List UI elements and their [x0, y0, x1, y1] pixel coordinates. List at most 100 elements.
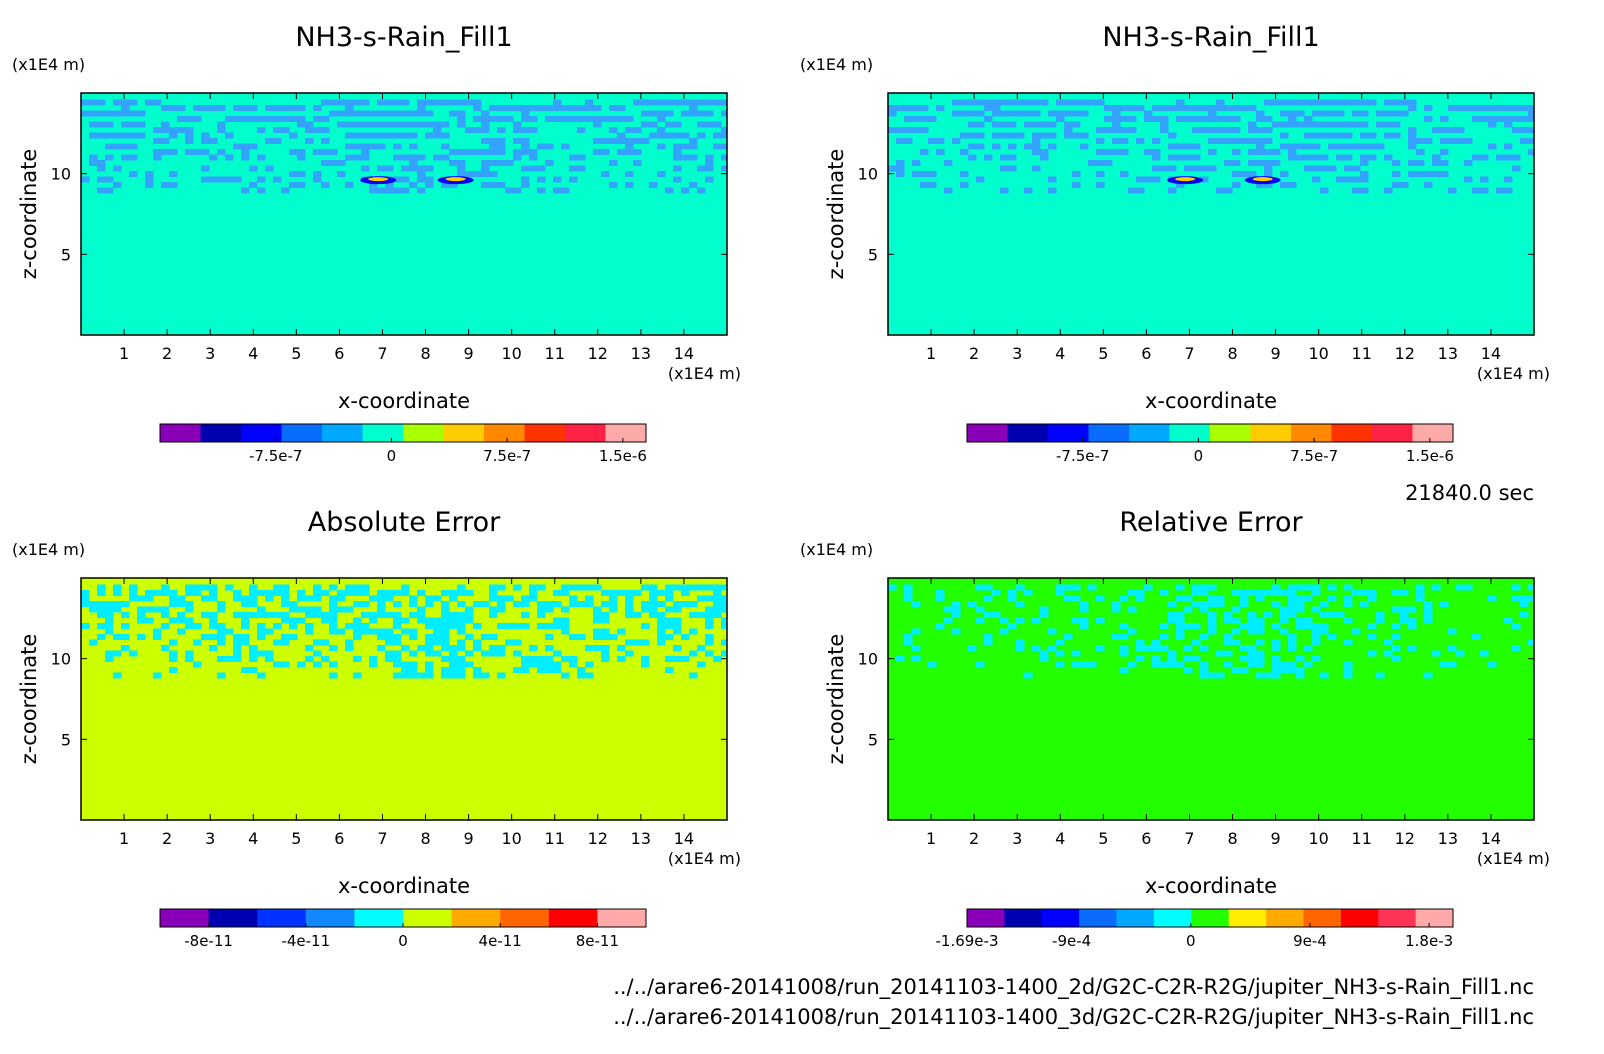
- heatmap-cell: [593, 105, 602, 111]
- heatmap-cell: [681, 656, 690, 662]
- heatmap-cell: [433, 634, 442, 640]
- heatmap-cell: [976, 176, 985, 183]
- heatmap-cell: [353, 656, 362, 662]
- heatmap-cell: [1072, 661, 1081, 668]
- heatmap-cell: [129, 121, 138, 128]
- heatmap-cell: [1352, 590, 1361, 596]
- heatmap-cell: [97, 110, 106, 117]
- heatmap-cell: [896, 165, 905, 172]
- heatmap-cell: [1248, 160, 1257, 166]
- heatmap-cell: [257, 127, 266, 133]
- heatmap-cell: [513, 623, 522, 629]
- heatmap-cell: [529, 127, 538, 133]
- heatmap-cell: [121, 645, 130, 651]
- heatmap-cell: [936, 138, 945, 144]
- colorbar-segment: [484, 424, 525, 442]
- heatmap-cell: [1496, 154, 1505, 161]
- heatmap-cell: [697, 595, 706, 602]
- heatmap-cell: [625, 590, 634, 596]
- heatmap-cell: [257, 590, 266, 596]
- heatmap-cell: [433, 650, 442, 657]
- heatmap-cell: [113, 99, 122, 106]
- heatmap-cell: [1112, 110, 1121, 117]
- heatmap-cell: [1232, 639, 1241, 646]
- heatmap-cell: [1312, 99, 1321, 106]
- heatmap-cell: [1128, 127, 1137, 133]
- heatmap-cell: [401, 584, 410, 591]
- x-tick-label: 13: [1438, 344, 1458, 363]
- heatmap-cell: [601, 645, 610, 651]
- heatmap-cell: [1528, 110, 1534, 117]
- heatmap-cell: [705, 110, 714, 117]
- heatmap-cell: [449, 650, 458, 657]
- heatmap-cell: [673, 584, 682, 591]
- heatmap-field: [888, 99, 1534, 194]
- heatmap-cell: [177, 595, 186, 602]
- heatmap-cell: [1008, 623, 1017, 629]
- heatmap-feature: [1252, 177, 1273, 182]
- heatmap-cell: [241, 634, 250, 640]
- heatmap-cell: [409, 595, 418, 602]
- heatmap-cell: [617, 132, 626, 139]
- heatmap-cell: [673, 601, 682, 607]
- heatmap-cell: [920, 182, 929, 188]
- x-tick-label: 9: [1271, 344, 1281, 363]
- heatmap-cell: [489, 116, 498, 122]
- heatmap-cell: [721, 154, 727, 161]
- heatmap-cell: [689, 138, 698, 144]
- heatmap-cell: [1208, 138, 1217, 144]
- x-tick-label: 9: [464, 829, 474, 848]
- heatmap-cell: [1216, 595, 1225, 602]
- heatmap-cell: [1424, 601, 1433, 607]
- heatmap-cell: [1352, 99, 1361, 106]
- heatmap-cell: [209, 645, 218, 651]
- heatmap-cell: [936, 149, 945, 155]
- x-tick-label: 5: [291, 829, 301, 848]
- heatmap-cell: [441, 182, 450, 188]
- heatmap-cell: [1008, 110, 1017, 117]
- heatmap-cell: [1248, 623, 1257, 629]
- heatmap-cell: [1528, 149, 1534, 155]
- heatmap-cell: [1232, 667, 1241, 673]
- heatmap-cell: [1248, 121, 1257, 128]
- heatmap-cell: [449, 160, 458, 166]
- heatmap-cell: [553, 617, 562, 624]
- heatmap-cell: [1016, 132, 1025, 139]
- heatmap-cell: [513, 121, 522, 128]
- heatmap-cell: [1272, 99, 1281, 106]
- heatmap-cell: [1392, 590, 1401, 596]
- heatmap-cell: [1272, 656, 1281, 662]
- heatmap-cell: [1184, 165, 1193, 172]
- heatmap-cell: [249, 601, 258, 607]
- heatmap-cell: [944, 606, 953, 613]
- heatmap-cell: [577, 105, 586, 111]
- heatmap-cell: [473, 127, 482, 133]
- heatmap-cell: [305, 127, 314, 133]
- heatmap-cell: [121, 105, 130, 111]
- heatmap-cell: [81, 176, 90, 183]
- heatmap-cell: [273, 612, 282, 618]
- heatmap-cell: [233, 590, 242, 596]
- heatmap-cell: [1056, 110, 1065, 117]
- heatmap-cell: [129, 143, 138, 150]
- heatmap-cell: [601, 628, 610, 635]
- heatmap-cell: [1304, 154, 1313, 161]
- colorbar-tick-label: 0: [387, 447, 397, 465]
- heatmap-cell: [641, 661, 650, 668]
- heatmap-cell: [1248, 105, 1257, 111]
- heatmap-cell: [1224, 661, 1233, 668]
- colorbar-segment: [1191, 909, 1230, 927]
- colorbar-segment: [597, 909, 647, 927]
- heatmap-cell: [281, 105, 290, 111]
- heatmap-cell: [1296, 99, 1305, 106]
- heatmap-cell: [1520, 127, 1529, 133]
- heatmap-cell: [625, 612, 634, 618]
- heatmap-cell: [457, 121, 466, 128]
- heatmap-cell: [968, 132, 977, 139]
- heatmap-cell: [521, 149, 530, 155]
- heatmap-cell: [1176, 628, 1185, 635]
- heatmap-cell: [1512, 105, 1521, 111]
- heatmap-cell: [121, 99, 130, 106]
- heatmap-cell: [665, 606, 674, 613]
- heatmap-cell: [489, 182, 498, 188]
